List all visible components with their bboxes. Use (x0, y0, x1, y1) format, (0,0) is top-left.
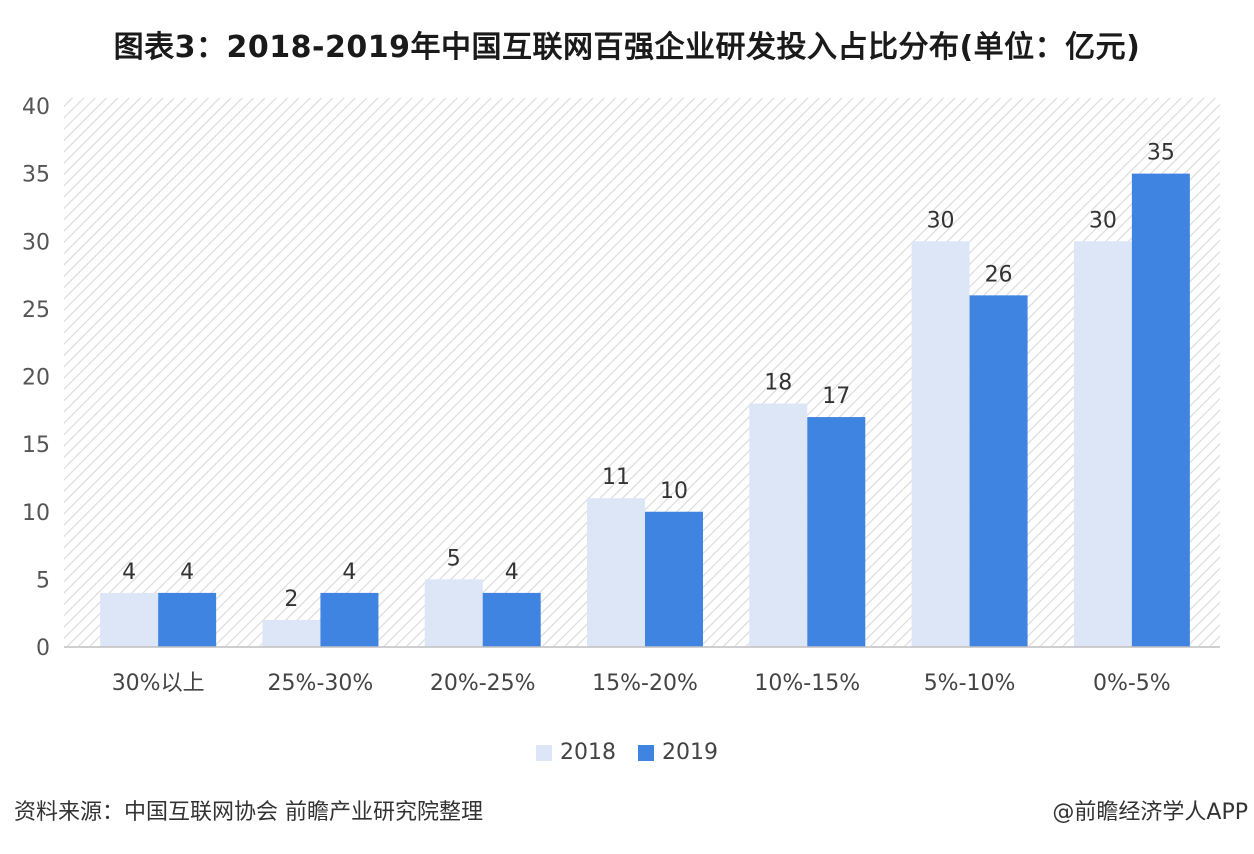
x-tick-label: 20%-25% (430, 671, 536, 696)
data-label-2018-2: 5 (447, 546, 461, 571)
bar-2019-1 (320, 592, 379, 647)
chart-title: 图表3：2018-2019年中国互联网百强企业研发投入占比分布(单位：亿元) (113, 30, 1141, 65)
legend: 2018 2019 (0, 740, 1254, 765)
bar-2019-3 (645, 511, 703, 647)
bar-2018-1 (262, 619, 321, 647)
data-label-2018-0: 4 (122, 560, 136, 585)
x-tick-label: 0%-5% (1093, 671, 1171, 696)
bar-2019-6 (1131, 173, 1190, 647)
legend-swatch-2019 (638, 744, 654, 761)
legend-label-2018: 2018 (560, 740, 616, 765)
data-label-2018-5: 30 (927, 208, 955, 233)
data-label-2019-3: 10 (660, 479, 688, 504)
data-label-2019-2: 4 (505, 560, 519, 585)
data-label-2019-6: 35 (1147, 141, 1175, 166)
data-label-2019-5: 26 (985, 262, 1013, 287)
y-tick-label: 5 (36, 568, 50, 593)
x-tick-label: 30%以上 (112, 671, 205, 696)
legend-swatch-2018 (536, 744, 552, 761)
bar-2018-6 (1073, 241, 1132, 647)
y-tick-label: 40 (22, 95, 50, 120)
data-label-2018-3: 11 (602, 465, 630, 490)
legend-label-2019: 2019 (662, 740, 718, 765)
x-tick-label: 5%-10% (924, 671, 1016, 696)
x-tick-label: 15%-20% (592, 671, 698, 696)
y-tick-label: 10 (22, 501, 50, 526)
data-label-2019-0: 4 (180, 560, 194, 585)
bar-2018-3 (587, 498, 645, 647)
x-tick-label: 25%-30% (268, 671, 374, 696)
y-tick-label: 0 (36, 636, 50, 661)
data-label-2018-1: 2 (284, 587, 298, 612)
bar-2019-2 (482, 592, 541, 647)
data-label-2019-1: 4 (342, 560, 356, 585)
y-tick-label: 25 (22, 298, 50, 323)
bar-2018-2 (424, 579, 483, 647)
y-tick-label: 15 (22, 433, 50, 458)
source-note: 资料来源：中国互联网协会 前瞻产业研究院整理 (14, 800, 483, 825)
bar-2018-4 (749, 403, 808, 647)
data-label-2018-6: 30 (1089, 208, 1117, 233)
bar-2018-0 (100, 592, 159, 647)
x-tick-label: 10%-15% (754, 671, 860, 696)
data-label-2018-4: 18 (764, 371, 792, 396)
legend-item-2018: 2018 (536, 740, 616, 765)
brand-credit: @前瞻经济学人APP (1052, 800, 1248, 825)
bar-2019-5 (969, 295, 1028, 647)
bar-2018-5 (911, 241, 970, 647)
bar-2019-4 (807, 417, 866, 647)
bar-2019-0 (158, 592, 217, 647)
legend-item-2019: 2019 (638, 740, 718, 765)
data-label-2019-4: 17 (822, 384, 850, 409)
y-tick-label: 30 (22, 230, 50, 255)
y-tick-label: 35 (22, 163, 50, 188)
y-tick-label: 20 (22, 366, 50, 391)
